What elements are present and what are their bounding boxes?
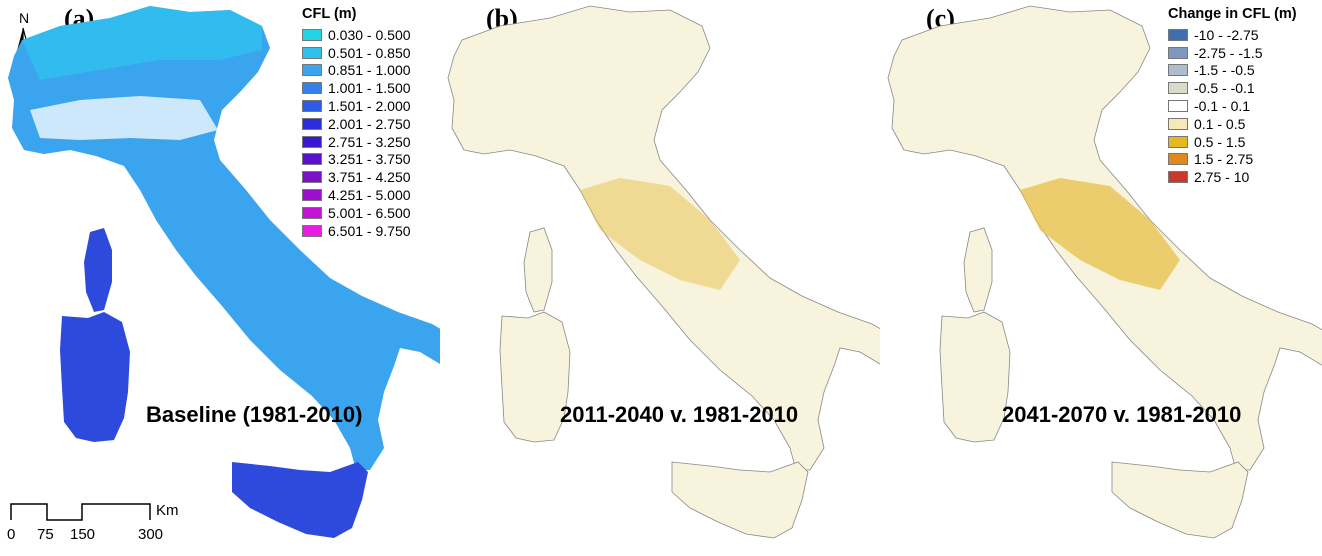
legend-swatch (302, 153, 322, 166)
legend-label: -1.5 - -0.5 (1194, 62, 1255, 79)
legend-item: 0.030 - 0.500 (302, 26, 411, 44)
legend-swatch (1168, 153, 1188, 166)
scale-bar: Km 0 75 150 300 (7, 502, 210, 552)
legend-item: 4.251 - 5.000 (302, 186, 411, 204)
legend-label: 2.001 - 2.750 (328, 115, 411, 132)
legend-swatch (302, 224, 322, 237)
region-apennine-hotspot (580, 178, 740, 290)
panel-2041-2070: (c) Change in CFL (m) -10 - -2.75 -2.75 -… (880, 0, 1322, 556)
legend-swatch (1168, 100, 1188, 113)
legend-label: 1.001 - 1.500 (328, 80, 411, 97)
legend-swatch (1168, 82, 1188, 95)
legend-swatch (1168, 171, 1188, 184)
panel-2011-2040: (b) 2011-2040 v. 1981-2010 (440, 0, 880, 556)
region-sardinia (499, 311, 571, 443)
scale-tick-75: 75 (37, 526, 54, 543)
legend-title: CFL (m) (302, 6, 357, 22)
legend-item: -1.5 - -0.5 (1168, 62, 1297, 80)
legend-swatch (302, 64, 322, 77)
legend-label: 6.501 - 9.750 (328, 222, 411, 239)
legend-item: 6.501 - 9.750 (302, 222, 411, 240)
legend-label: 2.751 - 3.250 (328, 133, 411, 150)
legend-label: 3.251 - 3.750 (328, 151, 411, 168)
legend-item: 2.75 - 10 (1168, 168, 1297, 186)
legend-swatch (1168, 64, 1188, 77)
legend-swatch (302, 171, 322, 184)
legend-item: -10 - -2.75 (1168, 26, 1297, 44)
legend-item: 0.851 - 1.000 (302, 62, 411, 80)
region-sicily (1111, 461, 1249, 539)
legend-item: 0.501 - 0.850 (302, 44, 411, 62)
legend-swatch (302, 46, 322, 59)
region-apennine-hotspot (1020, 178, 1180, 290)
legend-label: -0.1 - 0.1 (1194, 98, 1251, 115)
legend-label: 3.751 - 4.250 (328, 169, 411, 186)
legend-label: -0.5 - -0.1 (1194, 80, 1255, 97)
legend-item: 5.001 - 6.500 (302, 204, 411, 222)
legend-swatch (1168, 28, 1188, 41)
region-po-valley (30, 96, 218, 140)
legend-item: -2.75 - -1.5 (1168, 44, 1297, 62)
region-corsica (963, 227, 993, 313)
legend-swatch (302, 135, 322, 148)
period-title-b: 2011-2040 v. 1981-2010 (560, 402, 799, 427)
legend-label: -10 - -2.75 (1194, 26, 1259, 43)
north-letter: N (19, 10, 30, 26)
legend-label: 0.5 - 1.5 (1194, 133, 1246, 150)
region-alps (22, 6, 262, 80)
region-sardinia (60, 312, 130, 442)
legend-swatch (302, 28, 322, 41)
legend-label: -2.75 - -1.5 (1194, 44, 1263, 61)
region-corsica (523, 227, 553, 313)
legend-swatch (302, 189, 322, 202)
legend-change-cfl: Change in CFL (m) -10 - -2.75 -2.75 - -1.… (1168, 6, 1297, 186)
legend-item: 3.251 - 3.750 (302, 151, 411, 169)
map-italy-change-2011-2040 (447, 5, 880, 539)
legend-label: 0.851 - 1.000 (328, 62, 411, 79)
map-italy-change-2041-2070 (887, 5, 1322, 539)
legend-title: Change in CFL (m) (1168, 6, 1297, 22)
legend-item: 1.001 - 1.500 (302, 79, 411, 97)
legend-item: 2.001 - 2.750 (302, 115, 411, 133)
scale-tick-150: 150 (70, 526, 96, 543)
legend-label: 0.1 - 0.5 (1194, 115, 1246, 132)
legend-item: 1.5 - 2.75 (1168, 151, 1297, 169)
scale-tick-0: 0 (7, 526, 16, 543)
legend-label: 4.251 - 5.000 (328, 187, 411, 204)
legend-swatch (302, 117, 322, 130)
legend-label: 2.75 - 10 (1194, 169, 1250, 186)
legend-item: 2.751 - 3.250 (302, 133, 411, 151)
region-corsica (84, 228, 112, 312)
scale-tick-300: 300 (138, 526, 164, 543)
period-title-c: 2041-2070 v. 1981-2010 (1002, 402, 1242, 427)
legend-cfl: CFL (m) 0.030 - 0.500 0.501 - 0.850 0.851 … (302, 6, 411, 240)
legend-swatch (1168, 135, 1188, 148)
legend-label: 0.501 - 0.850 (328, 44, 411, 61)
legend-swatch (302, 206, 322, 219)
legend-label: 1.501 - 2.000 (328, 98, 411, 115)
scale-unit: Km (156, 502, 179, 519)
region-sicily (232, 462, 368, 538)
region-sardinia (939, 311, 1011, 443)
legend-item: 0.5 - 1.5 (1168, 133, 1297, 151)
scale-bar-graphic (10, 503, 151, 521)
map-italy-baseline (8, 6, 440, 538)
legend-label: 1.5 - 2.75 (1194, 151, 1254, 168)
legend-item: -0.5 - -0.1 (1168, 79, 1297, 97)
legend-item: -0.1 - 0.1 (1168, 97, 1297, 115)
legend-item: 0.1 - 0.5 (1168, 115, 1297, 133)
region-sicily (671, 461, 809, 539)
legend-swatch (1168, 46, 1188, 59)
legend-item: 1.501 - 2.000 (302, 97, 411, 115)
legend-swatch (1168, 117, 1188, 130)
legend-swatch (302, 100, 322, 113)
panel-baseline: N (a) CFL (m) 0.030 - 0.500 0.501 - 0.850… (0, 0, 440, 556)
legend-label: 0.030 - 0.500 (328, 26, 411, 43)
period-title-a: Baseline (1981-2010) (146, 402, 363, 427)
legend-label: 5.001 - 6.500 (328, 204, 411, 221)
legend-swatch (302, 82, 322, 95)
legend-item: 3.751 - 4.250 (302, 168, 411, 186)
